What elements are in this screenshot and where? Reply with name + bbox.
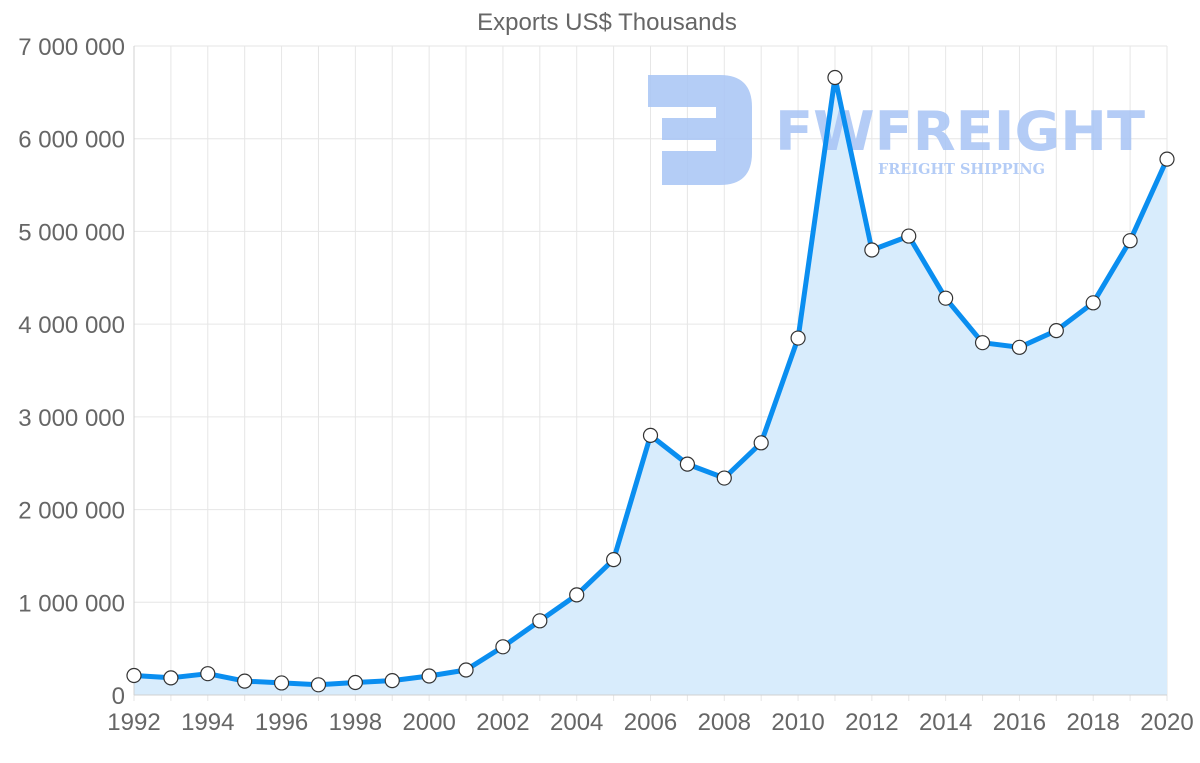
axes [133, 46, 1167, 696]
x-tick-label: 2012 [845, 709, 898, 736]
y-tick-label: 4 000 000 [18, 312, 125, 339]
data-point-1999[interactable] [384, 673, 400, 689]
watermark-brand: FWFREIGHT [775, 100, 1145, 163]
data-point-2003[interactable] [532, 613, 548, 629]
data-point-2006[interactable] [642, 427, 659, 443]
x-tick-label: 2018 [1067, 709, 1120, 736]
data-point-2014[interactable] [938, 290, 954, 306]
data-point-1994[interactable] [200, 666, 216, 682]
y-tick-label: 1 000 000 [18, 590, 125, 617]
x-tick-label: 1992 [107, 709, 160, 736]
fwfreight-logo-icon [648, 75, 752, 185]
chart-title: Exports US$ Thousands [477, 9, 737, 36]
data-point-2016[interactable] [1011, 339, 1028, 355]
data-point-2018[interactable] [1085, 295, 1101, 311]
data-point-1997[interactable] [310, 677, 327, 693]
x-tick-label: 2016 [993, 709, 1046, 736]
data-point-2013[interactable] [901, 228, 917, 244]
data-points [126, 69, 1175, 693]
data-point-1996[interactable] [273, 675, 290, 691]
data-point-2012[interactable] [864, 242, 880, 258]
data-point-1992[interactable] [126, 667, 142, 684]
x-tick-label: 2008 [698, 709, 751, 736]
area-fill [134, 77, 1167, 695]
data-point-2015[interactable] [974, 335, 991, 351]
y-tick-label: 0 [112, 683, 125, 710]
x-tick-label: 2010 [771, 709, 824, 736]
data-point-2010[interactable] [790, 330, 806, 346]
y-tick-label: 2 000 000 [18, 498, 125, 525]
x-tick-label: 2000 [402, 709, 455, 736]
data-point-2011[interactable] [827, 69, 843, 86]
x-tick-label: 1994 [181, 709, 234, 736]
data-point-1995[interactable] [237, 673, 253, 689]
x-tick-label: 1998 [329, 709, 382, 736]
data-point-2002[interactable] [495, 639, 511, 655]
x-tick-label: 2014 [919, 709, 972, 736]
data-point-2017[interactable] [1048, 323, 1064, 339]
data-point-2001[interactable] [458, 662, 474, 678]
data-point-2007[interactable] [679, 456, 695, 472]
data-point-2008[interactable] [716, 470, 732, 486]
data-point-2019[interactable] [1122, 233, 1138, 249]
series-area [134, 77, 1167, 695]
y-tick-label: 5 000 000 [18, 219, 125, 246]
data-point-2004[interactable] [569, 587, 585, 603]
data-point-2009[interactable] [753, 435, 769, 451]
fwfreight-watermark: FWFREIGHT FREIGHT SHIPPING [648, 75, 1145, 185]
y-tick-label: 7 000 000 [18, 34, 125, 61]
x-tick-label: 2004 [550, 709, 603, 736]
data-point-2020[interactable] [1159, 151, 1175, 167]
x-tick-label: 2006 [624, 709, 677, 736]
data-point-2005[interactable] [606, 552, 622, 568]
y-tick-label: 3 000 000 [18, 405, 125, 432]
tick-labels: 0 1 000 000 2 000 000 3 000 000 4 000 000 5 0… [18, 34, 1193, 736]
data-point-2000[interactable] [421, 668, 437, 684]
x-tick-label: 1996 [255, 709, 308, 736]
data-point-1998[interactable] [347, 674, 363, 691]
y-tick-label: 6 000 000 [18, 127, 125, 154]
data-point-1993[interactable] [163, 670, 179, 686]
x-tick-label: 2020 [1140, 709, 1193, 736]
watermark-tagline: FREIGHT SHIPPING [878, 160, 1045, 178]
x-tick-label: 2002 [476, 709, 529, 736]
